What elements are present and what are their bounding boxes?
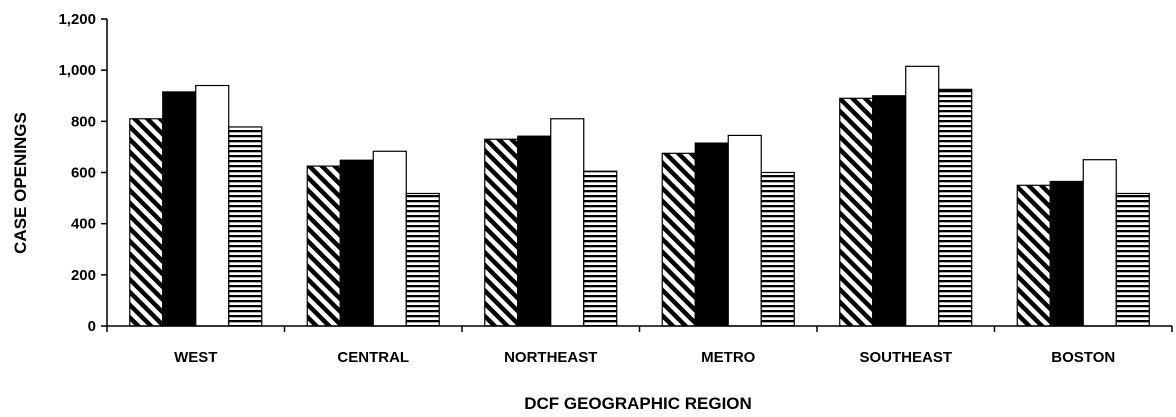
bar-white-southeast — [905, 65, 940, 327]
bar-horizontal-stripes-boston — [1115, 192, 1150, 327]
bar-white-northeast — [550, 118, 585, 327]
x-tick-label-central: CENTRAL — [337, 349, 409, 366]
bar-solid-black-northeast — [517, 135, 552, 327]
bar-horizontal-stripes-west — [228, 126, 263, 327]
y-tick-label-5: 1,000 — [58, 62, 96, 79]
x-axis-title: DCF GEOGRAPHIC REGION — [524, 394, 752, 413]
bar-diagonal-hatch-southeast — [839, 97, 874, 327]
bar-white-boston — [1082, 159, 1117, 327]
bar-diagonal-hatch-west — [129, 118, 164, 327]
bar-solid-black-boston — [1049, 180, 1084, 327]
y-tick-label-3: 600 — [71, 165, 96, 182]
y-axis-title: CASE OPENINGS — [11, 112, 30, 254]
x-tick-label-northeast: NORTHEAST — [504, 349, 597, 366]
y-tick-label-4: 800 — [71, 113, 96, 130]
x-tick-label-metro: METRO — [701, 349, 755, 366]
y-tick-label-0: 0 — [88, 318, 96, 335]
bar-diagonal-hatch-boston — [1016, 184, 1051, 327]
bar-white-west — [195, 84, 230, 327]
x-tick-label-west: WEST — [174, 349, 217, 366]
bar-white-central — [372, 150, 407, 327]
bar-solid-black-central — [339, 159, 374, 327]
bars-layer — [129, 65, 1150, 327]
y-tick-label-1: 200 — [71, 267, 96, 284]
bar-solid-black-metro — [694, 142, 729, 327]
bar-horizontal-stripes-central — [405, 192, 440, 327]
x-tick-label-boston: BOSTON — [1051, 349, 1115, 366]
bar-diagonal-hatch-metro — [661, 152, 696, 327]
x-tick-label-southeast: SOUTHEAST — [859, 349, 952, 366]
labels-layer: WEST CENTRAL NORTHEAST METRO SOUTHEAST BOSTON… — [58, 11, 1115, 366]
bar-white-metro — [727, 134, 762, 327]
bar-solid-black-west — [162, 91, 197, 327]
bar-solid-black-southeast — [872, 95, 907, 327]
bar-horizontal-stripes-northeast — [583, 170, 618, 327]
y-tick-label-2: 400 — [71, 216, 96, 233]
y-tick-label-6: 1,200 — [58, 11, 96, 28]
bar-horizontal-stripes-metro — [760, 171, 795, 327]
bar-diagonal-hatch-northeast — [484, 138, 519, 327]
bar-horizontal-stripes-southeast — [938, 88, 973, 327]
axes-layer — [101, 18, 1173, 332]
bar-diagonal-hatch-central — [306, 165, 341, 327]
